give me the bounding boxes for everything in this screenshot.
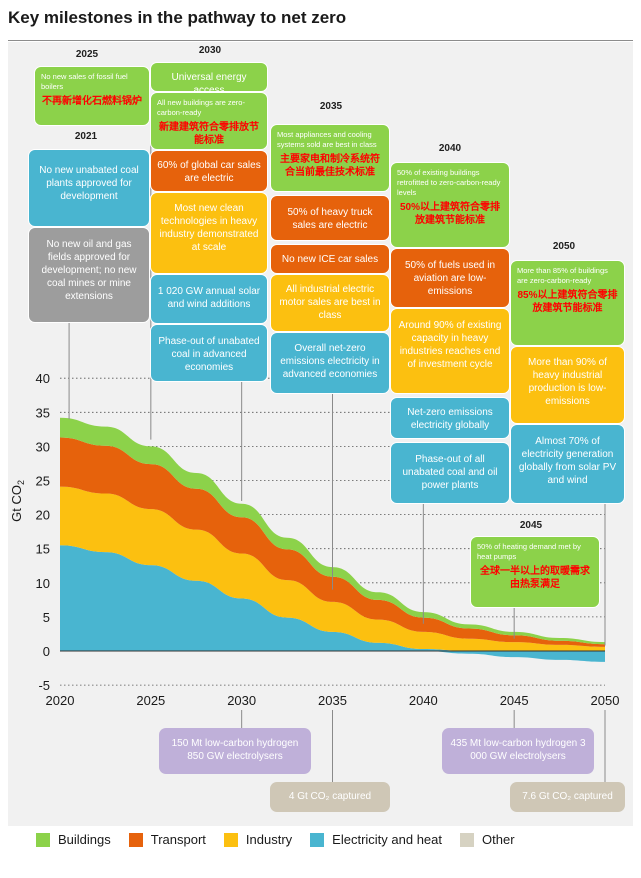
chart-legend: Buildings Transport Industry Electricity… — [36, 832, 515, 847]
page-title: Key milestones in the pathway to net zer… — [8, 8, 347, 27]
milestone-2030-energy-access: Universal energy access — [150, 62, 268, 96]
legend-item-industry: Industry — [223, 832, 292, 847]
y-tick-label: 20 — [36, 508, 50, 523]
y-tick-label: 35 — [36, 405, 50, 420]
area-industry — [60, 486, 605, 651]
milestone-2035-electricity: Overall net-zero emissions electricity i… — [270, 332, 390, 394]
area-transport — [60, 437, 605, 647]
y-tick-label: 40 — [36, 371, 50, 386]
x-tick-label: 2045 — [500, 693, 529, 708]
milestone-2030-coal-phaseout: Phase-out of unabated coal in advanced e… — [150, 324, 268, 382]
y-axis-label: Gt CO2 — [9, 480, 26, 522]
area-series — [60, 417, 605, 662]
year-label-2035: 2035 — [319, 101, 343, 112]
milestone-2040-aviation: 50% of fuels used in aviation are low-em… — [390, 248, 510, 308]
year-label-2030: 2030 — [198, 45, 222, 56]
year-label-2021: 2021 — [74, 131, 98, 142]
year-label-2040: 2040 — [438, 143, 462, 154]
milestone-2030-solar-wind: 1 020 GW annual solar and wind additions — [150, 274, 268, 324]
legend-swatch-buildings — [36, 832, 50, 847]
milestone-2035-ice: No new ICE car sales — [270, 244, 390, 274]
milestone-connectors — [68, 126, 606, 782]
y-tick-label: 30 — [36, 439, 50, 454]
y-axis-label-subscript: 2 — [16, 480, 26, 485]
milestone-text: No new sales of fossil fuel boilers — [41, 72, 128, 91]
chart-panel: -5 0 5 10 15 20 25 30 35 40 Gt CO2 2020 2025 2030 2035… — [8, 42, 633, 826]
milestone-2030-buildings: All new buildings are zero-carbon-ready … — [150, 92, 268, 150]
milestone-2035-appliances: Most appliances and cooling systems sold… — [270, 124, 390, 192]
area-electricity — [60, 545, 605, 662]
milestone-2040-electricity: Net-zero emissions electricity globally — [390, 397, 510, 439]
legend-item-transport: Transport — [128, 832, 206, 847]
legend-swatch-other — [460, 832, 475, 847]
milestone-2040-buildings: 50% of existing buildings retrofitted to… — [390, 162, 510, 248]
x-tick-label: 2020 — [46, 693, 75, 708]
milestone-2030-heavy-industry: Most new clean technologies in heavy ind… — [150, 192, 268, 274]
legend-swatch-transport — [128, 832, 143, 847]
milestone-2030-hydrogen: 150 Mt low-carbon hydrogen 850 GW electr… — [159, 728, 311, 774]
legend-item-other: Other — [460, 832, 515, 847]
milestone-2030-car-sales: 60% of global car sales are electric — [150, 150, 268, 192]
milestone-2021-oil-gas: No new oil and gas fields approved for d… — [28, 227, 150, 323]
milestone-2045-hydrogen: 435 Mt low-carbon hydrogen 3 000 GW elec… — [442, 728, 594, 774]
milestone-2035-trucks: 50% of heavy truck sales are electric — [270, 195, 390, 241]
area-buildings — [60, 417, 605, 645]
year-label-2025: 2025 — [75, 49, 99, 60]
year-label-2050: 2050 — [552, 241, 576, 252]
milestone-2035-captured: 4 Gt CO₂ captured — [270, 782, 390, 812]
milestone-2045-heat-pumps: 50% of heating demand met by heat pumps … — [470, 536, 600, 608]
y-tick-label: 0 — [43, 644, 50, 659]
y-tick-label: 25 — [36, 474, 50, 489]
x-tick-label: 2030 — [227, 693, 256, 708]
title-divider — [8, 40, 633, 41]
legend-item-buildings: Buildings — [36, 832, 111, 847]
x-tick-label: 2035 — [318, 693, 347, 708]
y-tick-label: 5 — [43, 610, 50, 625]
y-tick-label: -5 — [38, 678, 50, 693]
year-label-2045: 2045 — [519, 520, 543, 531]
milestone-2021-coal-plants: No new unabated coal plants approved for… — [28, 149, 150, 227]
milestone-2050-solar-wind: Almost 70% of electricity generation glo… — [510, 424, 625, 504]
x-tick-label: 2050 — [591, 693, 620, 708]
y-tick-label: 10 — [36, 576, 50, 591]
milestone-2035-motors: All industrial electric motor sales are … — [270, 274, 390, 332]
milestone-text-zh: 不再新增化石燃料锅炉 — [42, 96, 142, 107]
x-tick-label: 2040 — [409, 693, 438, 708]
legend-item-electricity: Electricity and heat — [310, 832, 442, 847]
milestone-2040-coal-oil: Phase-out of all unabated coal and oil p… — [390, 442, 510, 504]
legend-swatch-electricity — [310, 832, 325, 847]
milestone-2040-heavy-industry: Around 90% of existing capacity in heavy… — [390, 308, 510, 394]
legend-swatch-industry — [223, 832, 238, 847]
milestone-2025-boilers: No new sales of fossil fuel boilers 不再新增… — [34, 66, 150, 126]
milestone-2050-industry: More than 90% of heavy industrial produc… — [510, 346, 625, 424]
milestone-2050-captured: 7.6 Gt CO₂ captured — [510, 782, 625, 812]
y-tick-label: 15 — [36, 542, 50, 557]
x-tick-label: 2025 — [136, 693, 165, 708]
milestone-2050-buildings: More than 85% of buildings are zero-carb… — [510, 260, 625, 346]
